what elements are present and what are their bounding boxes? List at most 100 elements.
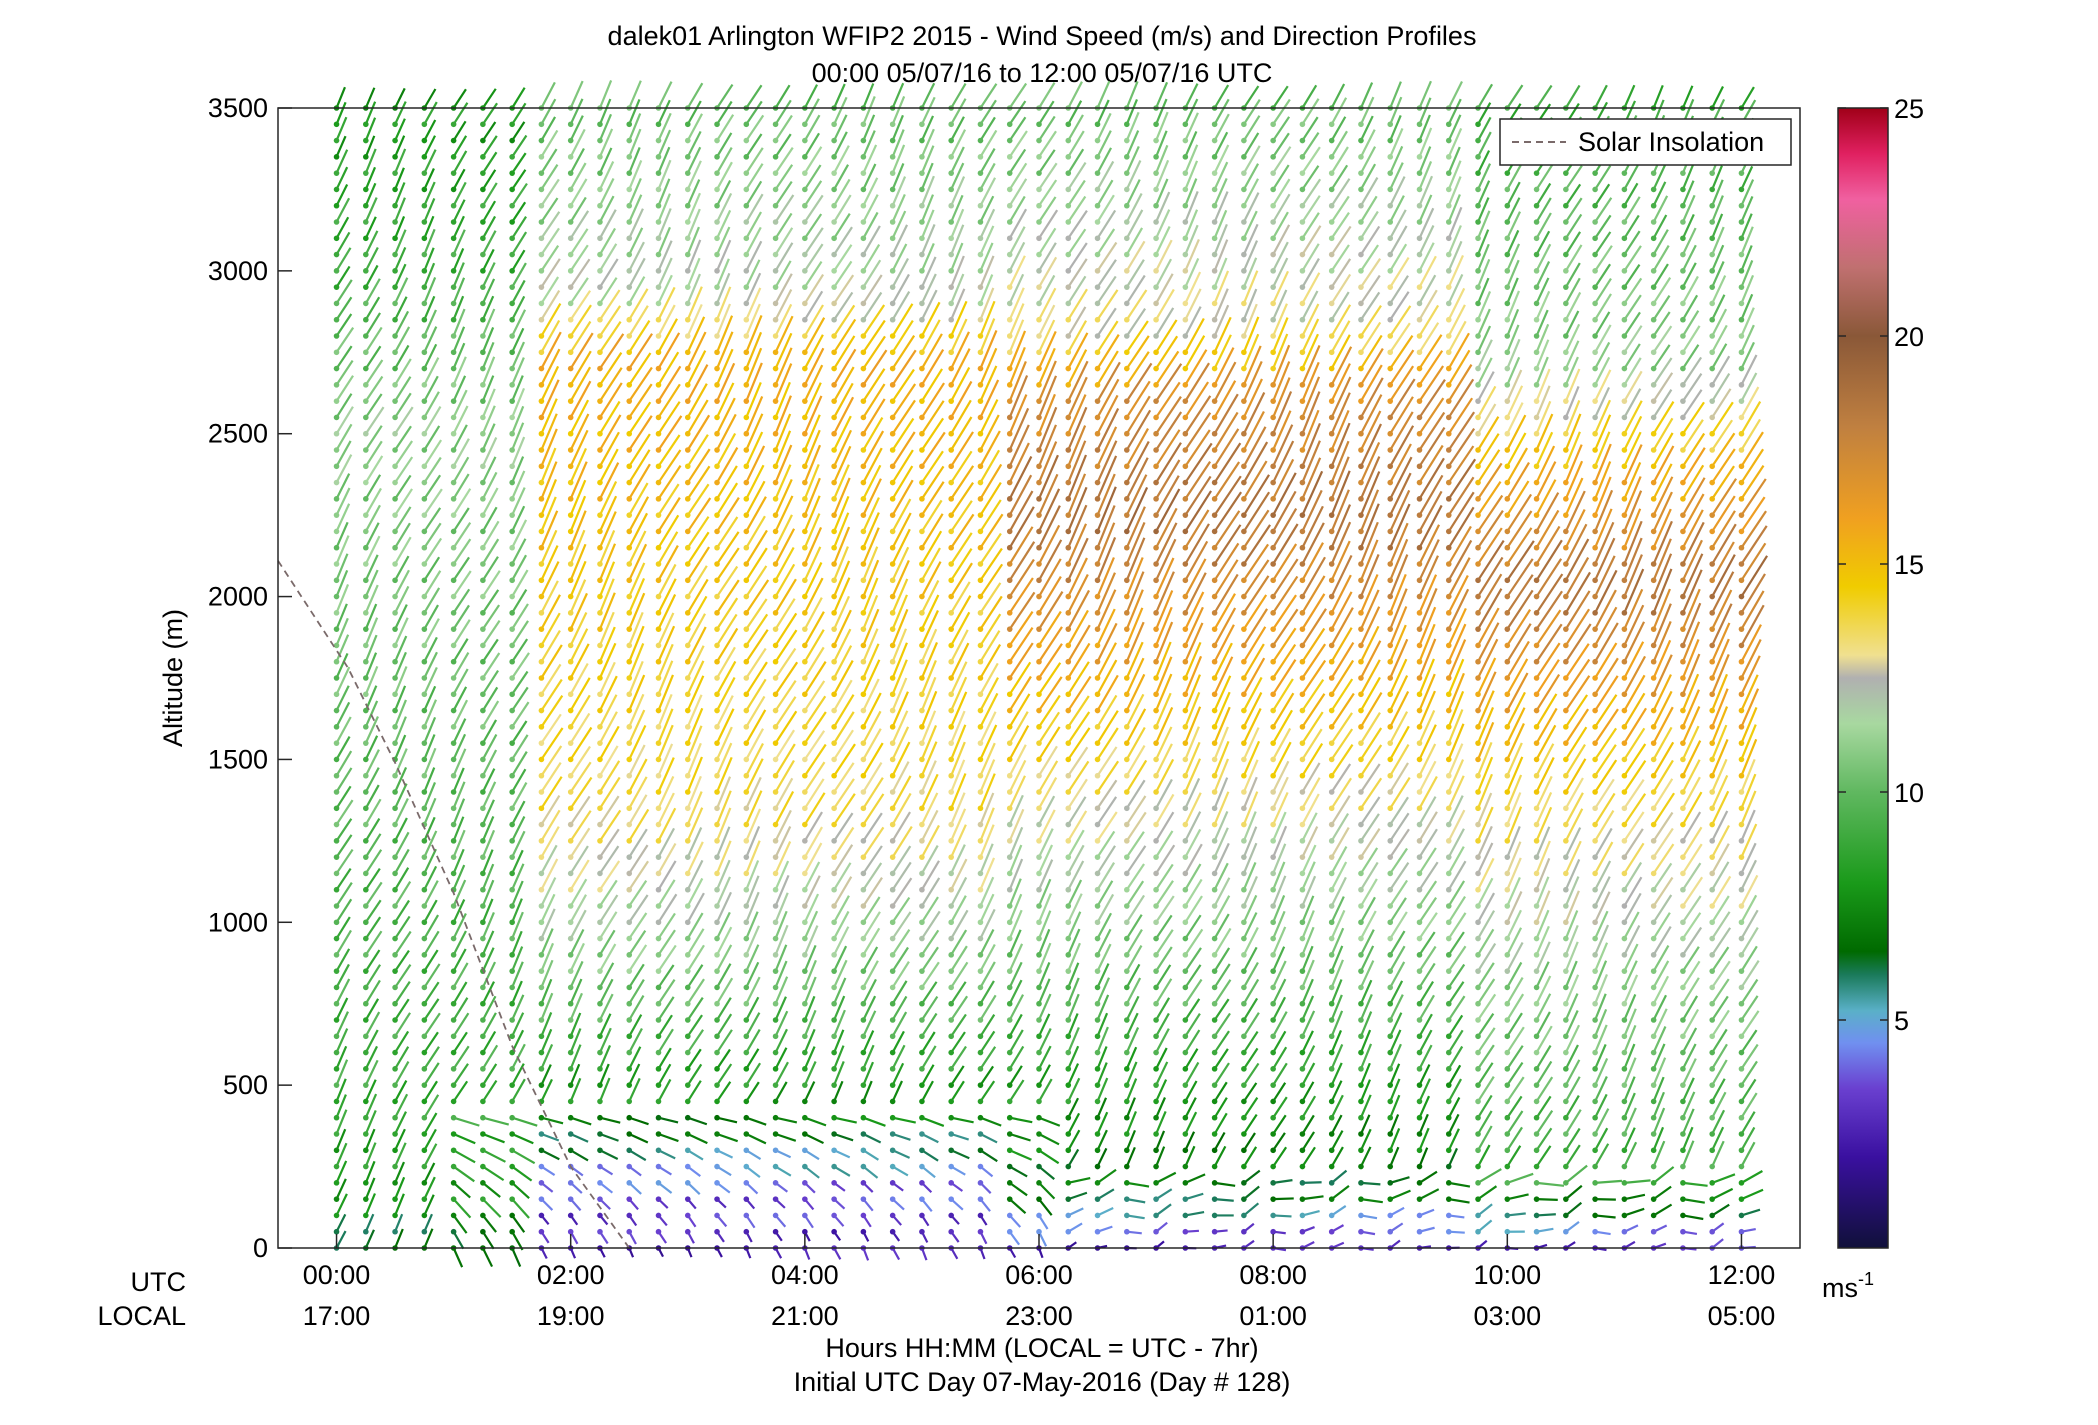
- wind-barb-shaft: [1301, 861, 1316, 891]
- wind-barb-base: [1182, 642, 1189, 649]
- wind-barb-base: [1036, 870, 1042, 877]
- wind-barb-shaft: [803, 875, 821, 907]
- wind-barb-shaft: [481, 456, 497, 484]
- wind-barb-base: [772, 707, 779, 714]
- wind-barb-base: [538, 724, 545, 730]
- wind-barb-base: [509, 154, 515, 160]
- wind-barb-shaft: [364, 406, 385, 435]
- wind-barb-base: [626, 251, 633, 258]
- wind-barb-shaft: [803, 527, 823, 565]
- wind-barb-shaft: [599, 795, 620, 826]
- wind-barb-base: [1299, 658, 1306, 665]
- wind-barb-base: [655, 121, 662, 128]
- wind-barb-base: [1270, 1114, 1276, 1121]
- wind-barb-base: [480, 430, 486, 437]
- wind-barb-shaft: [452, 1063, 469, 1086]
- wind-barb-shaft: [686, 645, 705, 679]
- wind-barb-shaft: [335, 1230, 347, 1249]
- wind-barb-shaft: [1330, 795, 1351, 826]
- wind-barb-shaft: [1067, 829, 1085, 858]
- wind-barb-shaft: [833, 778, 855, 809]
- wind-barb-base: [802, 414, 808, 421]
- wind-barb-base: [772, 1180, 779, 1186]
- wind-barb-base: [714, 1147, 720, 1154]
- wind-barb-shaft: [628, 288, 649, 321]
- wind-barb-base: [948, 268, 954, 274]
- wind-barb-shaft: [745, 860, 760, 891]
- wind-barb-base: [1036, 284, 1042, 290]
- wind-barb-shaft: [481, 151, 498, 174]
- wind-barb-base: [333, 398, 340, 404]
- wind-barb-shaft: [1213, 475, 1242, 516]
- wind-barb-base: [802, 300, 808, 307]
- wind-barb-base: [684, 1033, 691, 1040]
- wind-barb-shaft: [1330, 659, 1355, 695]
- wind-barb-shaft: [920, 594, 940, 630]
- wind-barb-shaft: [569, 761, 592, 793]
- wind-barb-shaft: [833, 862, 852, 891]
- wind-barb-base: [538, 1000, 545, 1007]
- wind-barb-base: [1270, 772, 1276, 779]
- wind-barb-base: [1270, 235, 1276, 242]
- wind-barb-shaft: [452, 488, 472, 516]
- wind-barb-base: [421, 512, 428, 518]
- wind-barb-shaft: [541, 1116, 564, 1125]
- wind-barb-base: [860, 382, 867, 388]
- wind-barb-base: [567, 903, 574, 909]
- wind-barb-base: [509, 593, 515, 600]
- wind-barb-base: [1241, 952, 1247, 958]
- wind-barb-base: [684, 1196, 691, 1202]
- wind-barb-base: [684, 658, 691, 665]
- wind-barb-base: [1153, 1196, 1159, 1202]
- wind-barb-shaft: [891, 1062, 905, 1086]
- wind-barb-base: [567, 886, 574, 893]
- wind-barb-base: [860, 1114, 867, 1121]
- wind-barb-base: [509, 430, 515, 437]
- wind-barb-base: [919, 658, 925, 665]
- wind-barb-shaft: [1155, 793, 1175, 826]
- wind-barb-base: [421, 1180, 428, 1186]
- wind-barb-shaft: [394, 848, 410, 874]
- wind-barb-shaft: [452, 981, 468, 1005]
- wind-barb-shaft: [540, 510, 559, 549]
- wind-barb-base: [1182, 756, 1189, 763]
- wind-barb-base: [1270, 805, 1276, 812]
- wind-barb-base: [480, 284, 486, 290]
- wind-barb-base: [1036, 512, 1042, 518]
- wind-barb-base: [1006, 414, 1013, 421]
- wind-barb-shaft: [364, 440, 383, 467]
- wind-barb-shaft: [1096, 241, 1118, 272]
- wind-barb-shaft: [745, 579, 770, 614]
- wind-barb-base: [1065, 154, 1072, 160]
- wind-barb-base: [421, 1033, 428, 1040]
- wind-barb-shaft: [598, 495, 618, 532]
- wind-barb-base: [743, 202, 750, 209]
- wind-barb-base: [919, 1163, 925, 1170]
- wind-barb-shaft: [423, 522, 442, 549]
- wind-barb-base: [1094, 1082, 1101, 1088]
- wind-barb-shaft: [687, 1149, 704, 1161]
- wind-barb-base: [802, 919, 808, 926]
- wind-barb-base: [860, 805, 867, 812]
- wind-barb-base: [597, 1196, 603, 1202]
- wind-barb-base: [1211, 300, 1218, 307]
- wind-barb-base: [509, 414, 515, 421]
- wind-barb-base: [1211, 756, 1218, 763]
- wind-barb-shaft: [1038, 626, 1063, 663]
- wind-barb-base: [948, 528, 954, 535]
- wind-barb-base: [743, 1033, 750, 1040]
- wind-barb-base: [1153, 333, 1159, 339]
- wind-barb-shaft: [920, 224, 936, 255]
- wind-barb-shaft: [686, 859, 704, 891]
- wind-barb-shaft: [1067, 695, 1090, 728]
- wind-barb-shaft: [598, 147, 613, 174]
- wind-barb-base: [1124, 528, 1130, 535]
- wind-barb-shaft: [570, 1149, 589, 1162]
- wind-barb-shaft: [599, 879, 618, 907]
- wind-barb-shaft: [1038, 643, 1063, 679]
- wind-barb-base: [831, 154, 837, 160]
- wind-barb-base: [1094, 1049, 1101, 1056]
- wind-barb-base: [480, 186, 486, 193]
- wind-barb-base: [363, 1163, 369, 1170]
- wind-barb-base: [889, 561, 896, 567]
